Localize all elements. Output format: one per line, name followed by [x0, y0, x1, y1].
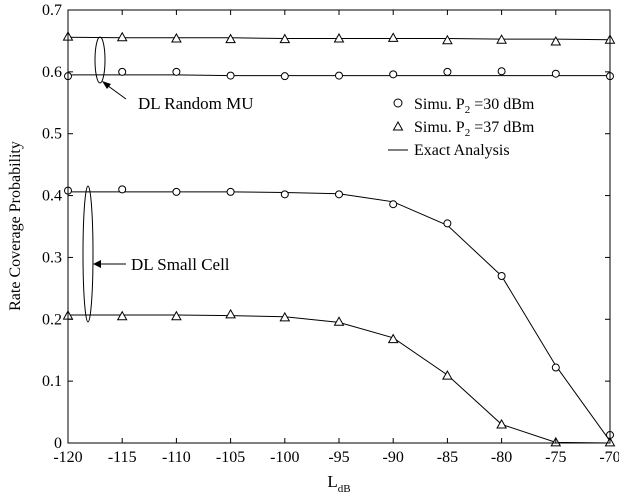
- series-2-point-2: [172, 187, 181, 196]
- annotation-random-mu: DL Random MU: [94, 36, 254, 113]
- x-axis-label-main: L: [327, 472, 337, 491]
- series-0-point-8: [496, 34, 507, 44]
- small-cell-ellipse: [82, 185, 94, 323]
- series-3-point-1: [116, 310, 128, 321]
- small-cell-label: DL Small Cell: [131, 255, 230, 274]
- series-0-point-5: [333, 32, 345, 43]
- series-3-point-3: [225, 308, 236, 319]
- series-3-point-8: [496, 418, 507, 429]
- legend-entry-3: Exact Analysis: [414, 142, 510, 159]
- series-1-point-3: [226, 71, 235, 80]
- series-line-3: [68, 314, 611, 444]
- legend-circle-marker: [393, 98, 403, 108]
- x-tick-label-8: -80: [491, 449, 512, 466]
- series-1-point-7: [443, 67, 452, 76]
- legend-entry-2: Simu. P2 =37 dBm: [414, 119, 535, 139]
- series-0-point-2: [171, 32, 182, 43]
- y-tick-label-7: 0.7: [42, 2, 62, 19]
- series-3-point-4: [279, 311, 291, 322]
- small-cell-arrow-head: [93, 260, 101, 268]
- random-mu-label: DL Random MU: [138, 94, 254, 113]
- x-tick-label-4: -100: [270, 449, 299, 466]
- series-2-point-8: [497, 271, 506, 280]
- x-axis-label-sub: dB: [338, 483, 351, 495]
- chart-marks: [62, 31, 616, 447]
- y-tick-label-3: 0.3: [42, 249, 62, 266]
- y-tick-label-5: 0.5: [42, 126, 62, 143]
- legend-entry-1: Simu. P2 =30 dBm: [414, 96, 535, 116]
- series-0-point-7: [442, 34, 453, 45]
- annotation-small-cell: DL Small Cell: [82, 185, 230, 323]
- series-0-point-9: [550, 36, 562, 46]
- series-0-point-1: [116, 31, 128, 42]
- series-1-point-2: [172, 67, 181, 76]
- y-tick-label-4: 0.4: [42, 188, 62, 205]
- series-3-point-5: [333, 316, 345, 326]
- y-tick-label-6: 0.6: [42, 64, 62, 81]
- series-3-point-6: [387, 333, 399, 344]
- x-tick-label-9: -75: [545, 449, 566, 466]
- x-tick-label-0: -120: [53, 449, 82, 466]
- series-0-point-6: [387, 32, 399, 42]
- x-tick-label-7: -85: [437, 449, 458, 466]
- series-2-point-3: [226, 187, 235, 196]
- series-1-point-1: [118, 67, 127, 76]
- series-2-point-6: [389, 200, 398, 209]
- series-2-point-9: [551, 363, 560, 372]
- series-1-point-6: [389, 70, 398, 79]
- series-1-point-4: [280, 72, 289, 81]
- random-mu-arrow-head: [102, 81, 111, 89]
- series-1-point-5: [335, 71, 343, 80]
- y-tick-label-0: 0: [54, 435, 62, 452]
- x-tick-label-5: -95: [328, 449, 349, 466]
- y-tick-label-1: 0.1: [42, 373, 62, 390]
- legend-triangle-marker: [392, 120, 404, 131]
- x-axis-label: LdB: [327, 472, 350, 495]
- x-tick-label-3: -105: [216, 449, 245, 466]
- series-2-point-5: [335, 190, 343, 199]
- x-tick-label-1: -115: [108, 449, 137, 466]
- series-2-point-4: [280, 190, 289, 199]
- series-0-point-4: [279, 33, 291, 44]
- series-0-point-3: [225, 33, 236, 44]
- y-tick-label-2: 0.2: [42, 311, 62, 328]
- axis-ticks: -120 -115 -110 -105 -100 -95 -90 -85 -80 -75 -70 0 0…: [42, 2, 619, 466]
- x-tick-label-10: -70: [599, 449, 619, 466]
- series-2-point-7: [443, 219, 452, 228]
- series-3-point-7: [442, 370, 453, 380]
- random-mu-ellipse: [94, 36, 106, 84]
- legend: Simu. P2 =30 dBm Simu. P2 =37 dBm Exact …: [388, 96, 535, 159]
- x-tick-label-6: -90: [383, 449, 404, 466]
- x-tick-label-2: -110: [162, 449, 191, 466]
- series-2-point-1: [118, 185, 127, 194]
- series-1-point-8: [497, 67, 506, 76]
- y-axis-label: Rate Coverage Probability: [7, 141, 24, 311]
- series-3-point-2: [171, 310, 182, 321]
- series-1-point-9: [551, 69, 560, 78]
